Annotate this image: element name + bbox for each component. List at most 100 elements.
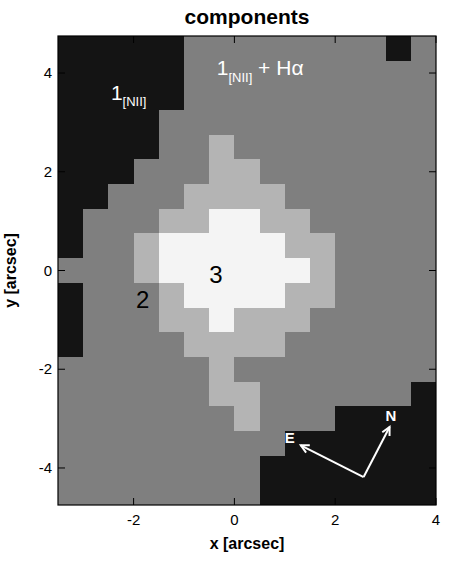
- cell: [335, 308, 361, 333]
- cell: [260, 456, 286, 481]
- cell: [234, 382, 260, 407]
- cell: [234, 283, 260, 308]
- cell: [108, 184, 134, 209]
- cell: [159, 382, 185, 407]
- cell: [234, 357, 260, 382]
- cell: [209, 332, 235, 357]
- cell: [184, 431, 210, 456]
- cell: [335, 110, 361, 135]
- compass-arrowhead: [301, 445, 310, 452]
- cell: [411, 135, 436, 160]
- cell: [386, 184, 412, 209]
- cell: [184, 233, 210, 258]
- cell: [134, 456, 160, 481]
- annotation-part: 1: [217, 56, 229, 79]
- cell: [134, 258, 160, 283]
- cell: [58, 283, 84, 308]
- cell: [159, 308, 185, 333]
- cell: [134, 36, 160, 61]
- cell: [159, 357, 185, 382]
- y-tick: [58, 270, 65, 271]
- cell: [260, 85, 286, 110]
- chart: components-2024-4-2024x [arcsec]y [arcse…: [0, 0, 457, 574]
- cell: [108, 110, 134, 135]
- x-tick: [234, 36, 235, 43]
- cell: [360, 184, 386, 209]
- cell: [209, 159, 235, 184]
- cell: [234, 431, 260, 456]
- cell: [108, 135, 134, 160]
- cell: [58, 61, 84, 86]
- y-tick: [58, 467, 65, 468]
- cell: [159, 135, 185, 160]
- cell: [411, 357, 436, 382]
- cell: [209, 480, 235, 505]
- cell: [411, 308, 436, 333]
- annotation-part: 1: [111, 81, 123, 104]
- annotation-part: N: [386, 407, 397, 424]
- compass-arrowhead: [382, 427, 389, 436]
- cell: [285, 159, 311, 184]
- cell: [310, 135, 336, 160]
- cell: [134, 110, 160, 135]
- cell: [209, 308, 235, 333]
- cell: [360, 61, 386, 86]
- cell: [386, 36, 412, 61]
- cell: [83, 36, 109, 61]
- cell: [335, 357, 361, 382]
- annotation: 2: [136, 286, 149, 313]
- cell: [209, 85, 235, 110]
- cell: [209, 431, 235, 456]
- cell: [285, 85, 311, 110]
- cell: [159, 431, 185, 456]
- cell: [108, 382, 134, 407]
- cell: [209, 209, 235, 234]
- cell: [285, 357, 311, 382]
- y-tick: [429, 369, 436, 370]
- cell: [134, 159, 160, 184]
- cell: [83, 332, 109, 357]
- cell: [335, 233, 361, 258]
- cell: [411, 85, 436, 110]
- cell: [184, 332, 210, 357]
- cell: [411, 456, 436, 481]
- cell: [260, 283, 286, 308]
- x-tick: [335, 498, 336, 505]
- annotation: 1[NII]: [111, 81, 147, 109]
- y-tick: [429, 467, 436, 468]
- cell: [411, 61, 436, 86]
- cell: [108, 258, 134, 283]
- cell: [83, 209, 109, 234]
- annotation-part: [NII]: [228, 70, 252, 85]
- cell: [134, 406, 160, 431]
- cell: [58, 258, 84, 283]
- cell: [58, 456, 84, 481]
- cell: [159, 233, 185, 258]
- cell: [209, 110, 235, 135]
- cell: [285, 135, 311, 160]
- cell: [134, 431, 160, 456]
- cell: [411, 332, 436, 357]
- annotation-part: 3: [209, 261, 222, 288]
- cell: [83, 406, 109, 431]
- cell: [108, 357, 134, 382]
- cell: [386, 233, 412, 258]
- y-tick-label: -2: [39, 360, 52, 377]
- cell: [310, 209, 336, 234]
- cell: [134, 61, 160, 86]
- cell: [134, 332, 160, 357]
- cells: [58, 36, 436, 505]
- y-tick: [429, 270, 436, 271]
- cell: [234, 233, 260, 258]
- cell: [335, 135, 361, 160]
- x-tick-label: 4: [432, 511, 440, 528]
- cell: [360, 258, 386, 283]
- cell: [184, 357, 210, 382]
- y-tick: [58, 73, 65, 74]
- cell: [159, 36, 185, 61]
- cell: [159, 480, 185, 505]
- cell: [234, 332, 260, 357]
- cell: [83, 357, 109, 382]
- cell: [184, 406, 210, 431]
- cell: [184, 110, 210, 135]
